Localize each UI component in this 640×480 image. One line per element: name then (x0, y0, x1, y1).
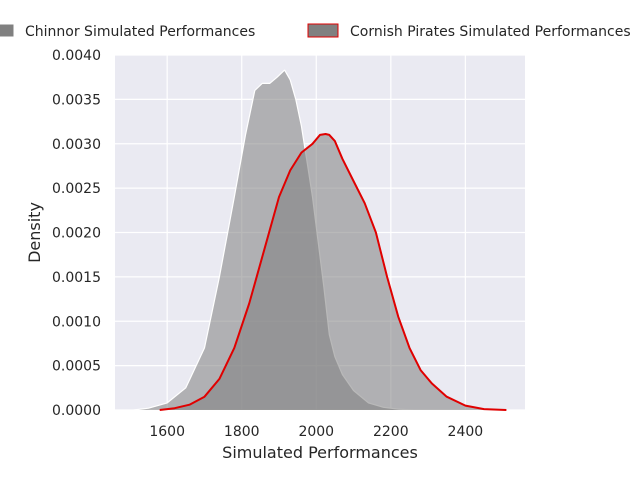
y-tick-label: 0.0040 (52, 48, 101, 64)
density-areas (133, 69, 507, 411)
y-axis-ticks: 0.0000 0.0005 0.0010 0.0015 0.0020 0.0025 0.00… (52, 48, 101, 419)
legend: Chinnor Simulated Performances Cornish P… (0, 23, 631, 40)
legend-label-chinnor: Chinnor Simulated Performances (25, 24, 255, 40)
x-tick-label: 1800 (224, 424, 260, 440)
y-tick-label: 0.0005 (52, 359, 101, 375)
y-tick-label: 0.0035 (52, 92, 101, 108)
y-tick-label: 0.0015 (52, 270, 101, 286)
x-tick-label: 2000 (298, 424, 334, 440)
y-tick-label: 0.0010 (52, 314, 101, 330)
x-axis-label: Simulated Performances (222, 443, 418, 462)
density-line-1 (159, 133, 507, 411)
y-tick-label: 0.0025 (52, 181, 101, 197)
legend-label-cornish-pirates: Cornish Pirates Simulated Performances (350, 24, 631, 40)
x-tick-label: 2400 (448, 424, 484, 440)
y-tick-label: 0.0000 (52, 403, 101, 419)
y-tick-label: 0.0020 (52, 226, 101, 242)
y-tick-label: 0.0030 (52, 137, 101, 153)
y-axis-label: Density (25, 202, 44, 263)
x-tick-label: 1600 (149, 424, 185, 440)
x-axis-ticks: 1600 1800 2000 2200 2400 (149, 424, 483, 440)
legend-swatch-cornish-pirates (307, 23, 339, 38)
density-area-1 (159, 134, 507, 410)
x-tick-label: 2200 (373, 424, 409, 440)
legend-swatch-chinnor (0, 23, 15, 38)
